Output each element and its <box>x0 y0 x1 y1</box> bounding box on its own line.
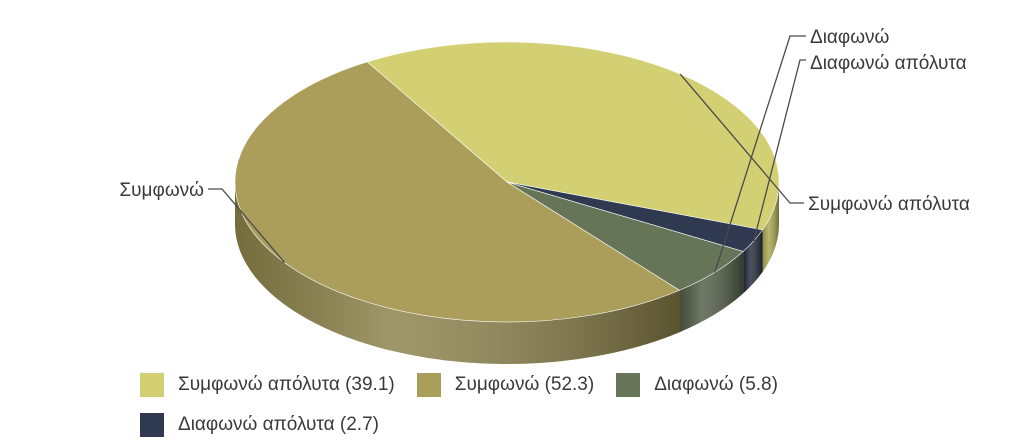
legend-label-symfono: Συμφωνώ (52.3) <box>454 374 595 395</box>
legend-swatch-diafono <box>616 373 641 397</box>
legend-label-symfono-apolyta: Συμφωνώ απόλυτα (39.1) <box>178 374 395 395</box>
pie-label-symfono: Συμφωνώ <box>119 180 204 201</box>
pie-side-shade-diafono <box>679 251 744 333</box>
pie-leader-symfono <box>208 188 286 263</box>
pie-label-layer: Συμφωνώ απόλυτα Συμφωνώ Διαφωνώ Διαφωνώ από… <box>119 27 970 273</box>
pie-leader-diafono-apolyta <box>753 59 806 242</box>
pie-label-diafono-apolyta: Διαφωνώ απόλυτα <box>810 53 967 74</box>
pie-side-shade-diafono-apolyta <box>743 229 763 294</box>
legend-label-diafono-apolyta: Διαφωνώ απόλυτα (2.7) <box>178 414 379 435</box>
pie-leader-symfono-apolyta <box>679 73 804 204</box>
legend-item-symfono-apolyta: Συμφωνώ απόλυτα (39.1) <box>140 368 395 402</box>
legend-item-symfono: Συμφωνώ (52.3) <box>416 368 595 402</box>
pie-label-symfono-apolyta: Συμφωνώ απόλυτα <box>808 194 970 215</box>
pie-side-shade-symfono-apolyta <box>762 182 779 272</box>
pie-slice-symfono-apolyta <box>366 41 780 231</box>
legend-label-diafono: Διαφωνώ (5.8) <box>654 374 778 395</box>
legend-swatch-symfono-apolyta <box>140 373 164 397</box>
legend-swatch-diafono-apolyta <box>140 413 164 437</box>
pie-top-layer <box>234 41 780 323</box>
pie-label-diafono: Διαφωνώ <box>810 27 890 48</box>
legend-item-diafono: Διαφωνώ (5.8) <box>616 368 778 402</box>
pie-leader-diafono <box>714 35 806 273</box>
legend-swatch-symfono <box>416 373 441 397</box>
legend-item-diafono-apolyta: Διαφωνώ απόλυτα (2.7) <box>140 408 978 442</box>
legend: Συμφωνώ απόλυτα (39.1) Συμφωνώ (52.3) Δι… <box>140 368 1000 442</box>
